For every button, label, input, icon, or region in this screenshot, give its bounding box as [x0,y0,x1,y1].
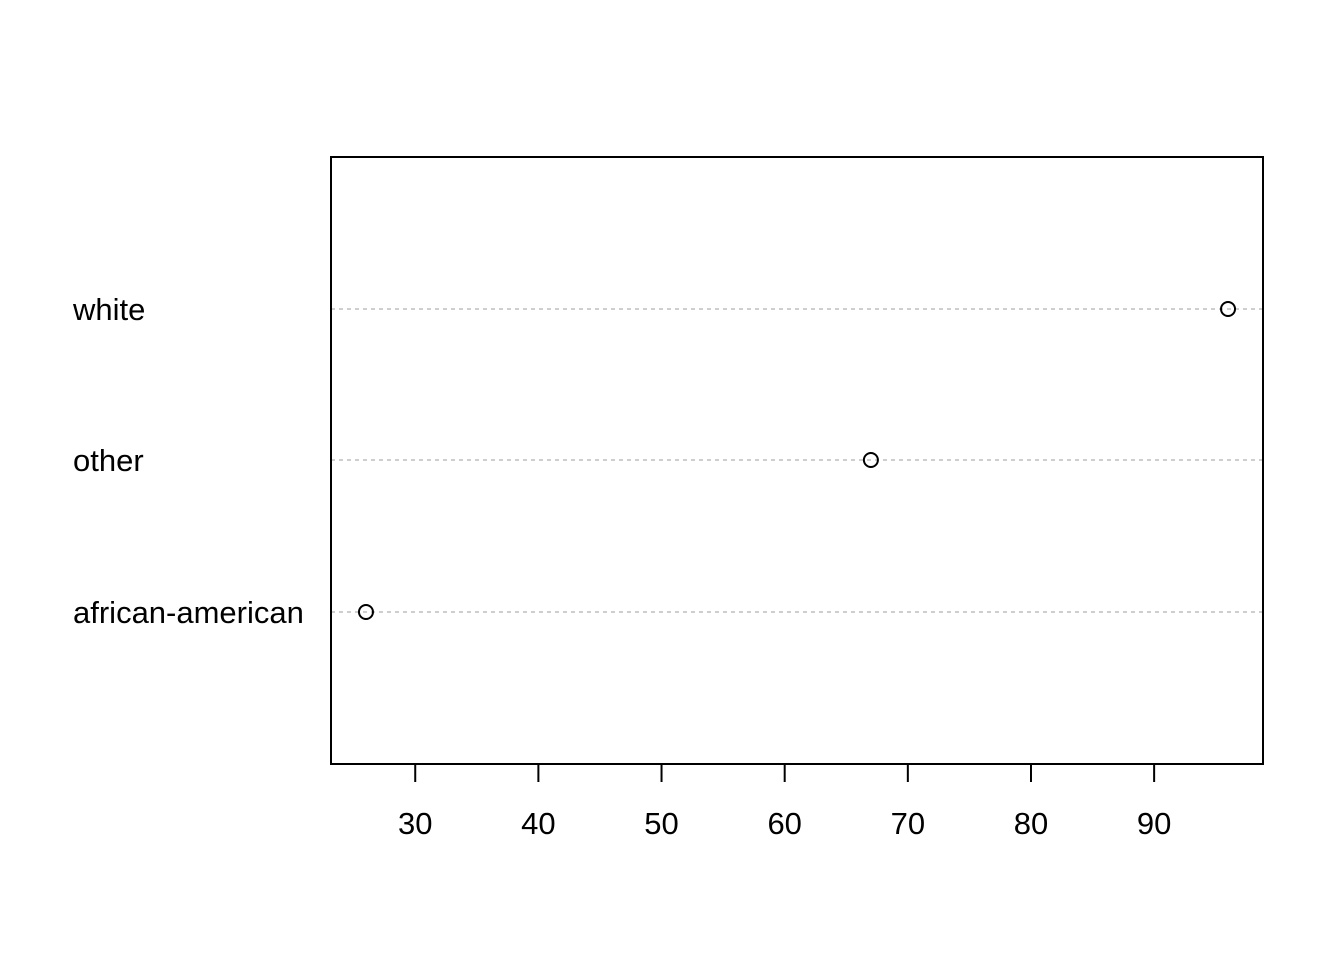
x-tick-label: 80 [1014,806,1048,841]
x-tick-label: 70 [891,806,925,841]
data-point [1220,301,1237,317]
data-point [862,452,879,468]
x-tick-label: 60 [767,806,801,841]
x-tick-label: 30 [398,806,432,841]
category-label: african-american [73,595,304,630]
x-axis: 30 40 50 60 70 80 90 [398,764,1171,841]
category-labels: african-american other white [72,292,304,630]
category-label: white [72,292,145,327]
x-tick-label: 50 [644,806,678,841]
x-tick-label: 40 [521,806,555,841]
plot-frame [330,156,1264,765]
x-tick-label: 90 [1137,806,1171,841]
data-points [357,301,1237,620]
data-point [357,604,374,620]
gridlines [331,308,1263,613]
category-label: other [73,443,144,478]
